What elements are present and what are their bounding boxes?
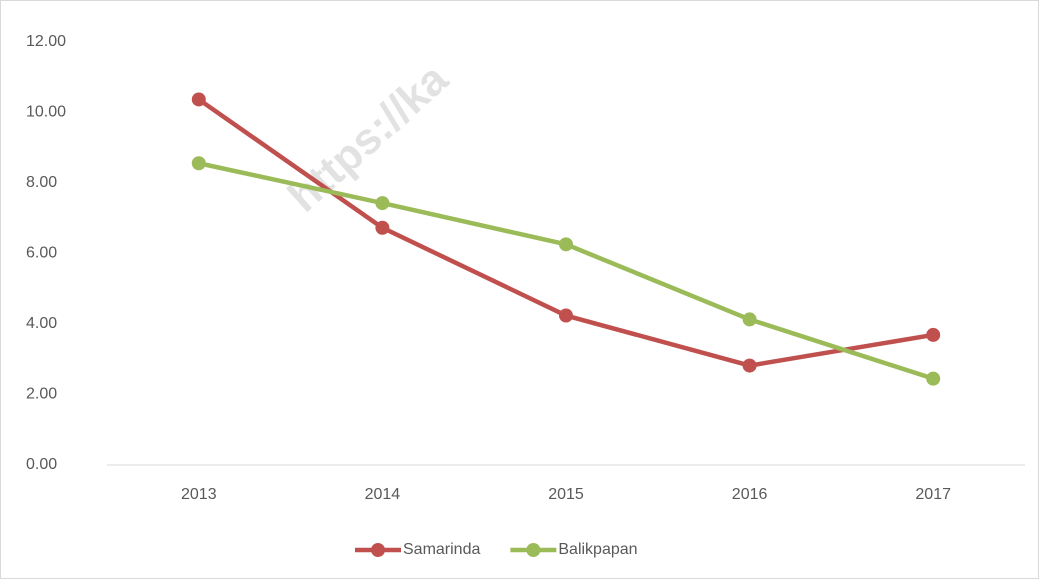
- point: [742, 312, 757, 327]
- y-tick-label: 12.00: [26, 33, 66, 50]
- point: [375, 220, 390, 235]
- legend-marker: [371, 543, 385, 557]
- x-tick-label: 2015: [548, 486, 584, 503]
- x-tick-label: 2014: [365, 486, 401, 503]
- point: [559, 308, 573, 323]
- point: [559, 237, 573, 252]
- point: [926, 327, 941, 342]
- legend-marker: [526, 543, 541, 557]
- x-tick-label: 2016: [732, 486, 768, 503]
- point: [191, 156, 206, 171]
- legend-label: Balikpapan: [558, 541, 637, 558]
- legend-label: Samarinda: [403, 541, 480, 558]
- y-tick-label: 0.00: [26, 456, 57, 473]
- y-tick-label: 2.00: [26, 386, 57, 403]
- point: [191, 92, 206, 107]
- x-tick-label: 2013: [181, 486, 217, 503]
- y-tick-label: 6.00: [26, 245, 57, 262]
- point: [375, 196, 390, 211]
- point: [742, 358, 757, 373]
- x-tick-label: 2017: [915, 486, 951, 503]
- y-tick-label: 8.00: [26, 174, 57, 191]
- point: [926, 371, 941, 386]
- y-tick-label: 10.00: [26, 104, 66, 121]
- y-tick-label: 4.00: [26, 315, 57, 332]
